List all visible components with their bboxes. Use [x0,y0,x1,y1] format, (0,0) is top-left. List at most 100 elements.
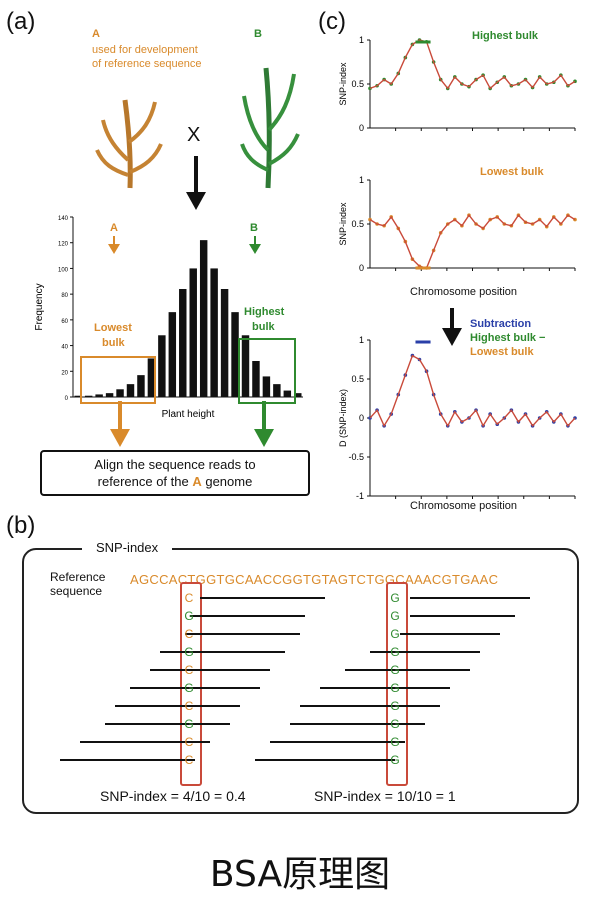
histogram-chart: 0 20 40 60 80 100 120 140 Plant height Frequency [28,205,318,435]
plot-y-label: D (SNP-index) [338,389,348,447]
plot-y-tick-label: 1 [359,175,364,185]
read-base: C [185,699,194,713]
hist-bar [231,312,239,397]
read-base: G [184,681,193,695]
hist-bar [273,384,281,397]
align-instruction-box: Align the sequence reads to reference of… [40,450,310,496]
parent-a-desc-2: of reference sequence [92,58,202,70]
hist-bar [199,240,208,397]
hist-y-tick-label: 0 [65,396,69,402]
hist-bar [95,394,103,397]
parent-a-letter: A [92,28,100,40]
lowest-bulk-plot-title: Lowest bulk [480,166,544,178]
align-line-2: reference of the A genome [42,473,308,490]
hist-bar [220,289,229,397]
read-base: C [185,627,194,641]
plot-y-tick-label: 0 [359,123,364,133]
hist-bar [179,289,187,397]
read-base: G [390,717,399,731]
hist-x-label: Plant height [162,409,215,420]
align-line-2-suffix: genome [201,474,253,489]
plot-y-tick-label: 0.5 [351,374,364,384]
snp-index-result-2: SNP-index = 10/10 = 1 [314,788,456,804]
read-base: G [390,627,399,641]
align-line-1: Align the sequence reads to [94,457,256,472]
lowest-bulk-label-2: bulk [102,337,125,349]
chromosome-position-label-1: Chromosome position [410,286,517,298]
hist-bar [158,335,166,397]
read-base: G [390,663,399,677]
snp-column-1-box [180,582,202,786]
read-base: G [390,645,399,659]
hist-y-tick-label: 80 [61,293,68,299]
arrow-down-green-icon [254,401,274,447]
read-base: C [185,753,194,767]
cross-symbol: X [187,124,201,146]
plot-y-tick-label: 0 [359,413,364,423]
parent-b-letter: B [254,28,262,40]
align-line-2-a: A [192,474,202,489]
hist-arrow-a-label: A [110,222,118,234]
figure-caption: BSA原理图 [209,854,391,895]
legend-highest: Highest bulk − [470,332,546,344]
read-base: G [390,609,399,623]
lowest-bulk-label-1: Lowest [94,322,132,334]
read-base: G [184,609,193,623]
lowest-bulk-box [80,356,156,404]
ref-label-2: sequence [50,584,103,598]
reference-sequence-label: Reference sequence [50,570,105,598]
hist-bar [189,268,197,397]
down-arrow-subtraction-icon [442,308,462,346]
hist-arrow-b-label: B [250,222,258,234]
highest-bulk-box [238,338,296,404]
hist-bar [294,393,302,397]
hist-bar [168,312,177,397]
down-arrow-icon [186,156,206,210]
hist-bar [126,384,135,397]
hist-bar [241,335,250,397]
read-base: G [390,591,399,605]
highest-bulk-label-1: Highest [244,306,285,318]
arrow-down-orange-icon [110,401,130,447]
chromosome-position-label-2: Chromosome position [410,500,517,512]
ref-seq-part-2: GGTGCAACCGGTGTAGT [195,572,357,587]
plot-y-tick-label: 1 [359,35,364,45]
lowest-bulk-plot: 0 0.5 1 SNP-index [338,175,577,273]
panel-label-c: (c) [318,8,346,35]
ref-seq-part-1: AGCCAC [130,572,188,587]
sequence-reads: C GG GC GG GC GG GC GG GC GC G [60,591,530,767]
trend-line [369,39,576,90]
hist-bar [105,393,114,397]
hist-bar [262,376,271,397]
ref-snp-1: T [187,572,196,587]
plot-y-tick-label: 0.5 [351,79,364,89]
read-base: G [390,681,399,695]
snp-index-box [22,548,579,814]
hist-bar [210,268,218,397]
ref-snp-2: C [356,572,367,587]
read-base: G [184,645,193,659]
hist-bar [84,395,93,397]
plot-y-tick-label: -1 [356,491,364,501]
read-base: G [390,699,399,713]
hist-y-tick-label: 120 [58,242,69,248]
read-base: G [184,717,193,731]
snp-column-2-box [386,582,408,786]
ref-label-1: Reference [50,570,106,584]
hist-y-tick-label: 140 [58,216,69,222]
arrow-b-icon [249,236,261,254]
align-line-2-prefix: reference of the [97,474,193,489]
read-base: C [185,735,194,749]
trend-line [369,214,576,269]
snp-index-result-1: SNP-index = 4/10 = 0.4 [100,788,246,804]
hist-y-tick-label: 60 [61,319,68,325]
snp-index-title: SNP-index [82,540,173,555]
histogram-svg: 0 20 40 60 80 100 120 140 Plant height Frequency [34,216,303,420]
hist-y-tick-label: 100 [58,267,69,273]
plot-y-label: SNP-index [338,202,348,246]
read-base: C [185,663,194,677]
plant-a-icon [95,99,163,189]
read-base: C [185,591,194,605]
hist-y-tick-label: 20 [61,370,68,376]
trend-line [369,354,576,428]
